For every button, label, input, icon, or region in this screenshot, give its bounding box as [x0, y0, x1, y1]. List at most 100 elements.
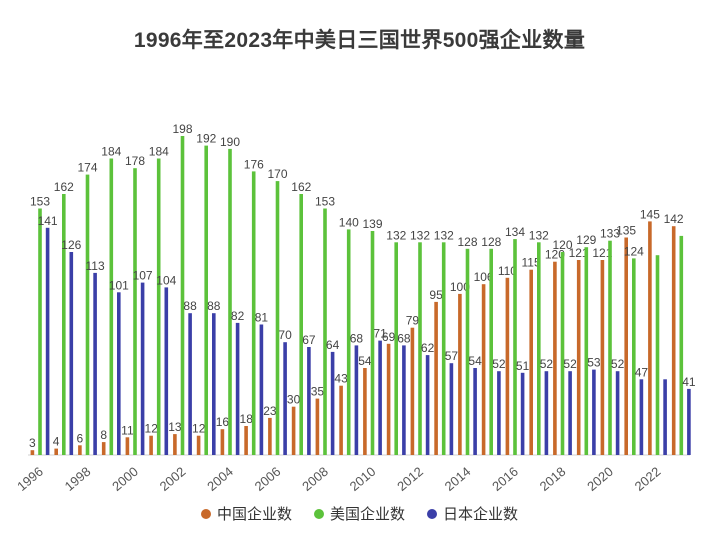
bar-china-1999[interactable] — [101, 442, 106, 455]
bar-usa-2013[interactable] — [441, 242, 446, 455]
bar-usa-1998[interactable] — [85, 174, 90, 455]
bar-china-2018[interactable] — [553, 261, 557, 455]
bar-usa-1999[interactable] — [109, 158, 114, 456]
x-tick-label-1998: 1998 — [62, 464, 94, 494]
bar-japan-2016[interactable] — [520, 372, 525, 455]
bar-china-2002[interactable] — [173, 434, 177, 455]
bar-usa-2015[interactable] — [489, 248, 493, 455]
bar-china-2015[interactable] — [481, 284, 486, 455]
bar-japan-2023[interactable] — [687, 388, 691, 455]
bar-japan-2015[interactable] — [497, 371, 501, 455]
bar-china-2011[interactable] — [386, 343, 391, 455]
bar-japan-2006[interactable] — [283, 342, 287, 455]
bar-japan-2014[interactable] — [473, 368, 477, 455]
bar-japan-2004[interactable] — [235, 322, 240, 455]
bar-china-2008[interactable] — [315, 398, 320, 455]
bar-japan-1998[interactable] — [93, 272, 97, 455]
bar-usa-1997[interactable] — [62, 194, 66, 455]
bar-japan-2013[interactable] — [449, 363, 454, 455]
bar-usa-1996[interactable] — [38, 208, 42, 456]
bar-japan-2005[interactable] — [259, 324, 264, 456]
bar-china-2017[interactable] — [529, 269, 533, 455]
bar-japan-2012[interactable] — [425, 355, 430, 455]
bar-japan-2021[interactable] — [639, 379, 644, 455]
bar-usa-2014[interactable] — [465, 248, 470, 455]
bar-china-2016[interactable] — [505, 277, 510, 455]
value-label-usa-2017: 132 — [529, 228, 549, 242]
bar-china-2007[interactable] — [291, 406, 296, 455]
bar-usa-2009[interactable] — [346, 229, 351, 455]
value-label-japan-1999: 101 — [109, 278, 129, 292]
bar-usa-2019[interactable] — [584, 247, 589, 455]
bar-china-2021[interactable] — [624, 237, 628, 456]
bar-japan-2003[interactable] — [212, 313, 216, 455]
bar-japan-2009[interactable] — [354, 345, 359, 455]
bar-china-2000[interactable] — [125, 437, 130, 455]
bar-china-2004[interactable] — [220, 429, 225, 455]
bar-japan-1997[interactable] — [69, 252, 74, 455]
value-label-usa-2020: 133 — [600, 227, 620, 241]
bar-usa-2000[interactable] — [133, 168, 137, 455]
value-label-china-2014: 100 — [450, 280, 470, 294]
bar-usa-2022[interactable] — [655, 255, 660, 455]
bar-japan-2019[interactable] — [592, 369, 596, 455]
bar-china-2013[interactable] — [434, 301, 438, 455]
bar-usa-2008[interactable] — [323, 208, 327, 456]
bar-china-2001[interactable] — [149, 435, 153, 455]
value-label-japan-2002: 88 — [183, 299, 197, 313]
bar-china-2023[interactable] — [671, 226, 676, 455]
bar-japan-1999[interactable] — [117, 292, 121, 455]
value-label-japan-2009: 68 — [350, 331, 364, 345]
bar-japan-2002[interactable] — [188, 313, 192, 455]
bar-usa-2023[interactable] — [679, 235, 684, 455]
bar-usa-2004[interactable] — [228, 148, 232, 455]
bar-china-1996[interactable] — [30, 450, 35, 455]
bar-japan-2008[interactable] — [330, 351, 335, 455]
x-tick-label-2014: 2014 — [442, 464, 474, 494]
bar-japan-2000[interactable] — [140, 282, 145, 455]
value-label-china-2013: 95 — [429, 288, 443, 302]
bar-japan-2007[interactable] — [307, 347, 311, 455]
legend-item-china[interactable]: 中国企业数 — [200, 503, 292, 524]
bar-usa-2018[interactable] — [560, 252, 565, 455]
bar-japan-2020[interactable] — [615, 371, 620, 455]
bar-usa-2021[interactable] — [632, 258, 636, 455]
bar-usa-2011[interactable] — [394, 242, 398, 455]
bar-japan-2017[interactable] — [544, 371, 549, 455]
bar-japan-2018[interactable] — [568, 371, 572, 455]
bar-china-2009[interactable] — [339, 385, 343, 455]
bar-usa-2010[interactable] — [370, 231, 375, 455]
value-label-usa-2013: 132 — [434, 228, 454, 242]
legend-label-china: 中国企业数 — [216, 506, 292, 523]
bar-usa-2012[interactable] — [418, 242, 422, 455]
bar-china-2012[interactable] — [410, 327, 415, 455]
bar-japan-1996[interactable] — [45, 227, 50, 455]
bar-japan-2022[interactable] — [663, 379, 667, 455]
bar-china-2003[interactable] — [196, 435, 201, 455]
bar-china-2022[interactable] — [648, 221, 652, 455]
bar-china-1997[interactable] — [54, 448, 58, 455]
bar-china-2014[interactable] — [458, 293, 462, 455]
bar-japan-2010[interactable] — [378, 340, 382, 455]
bar-china-2010[interactable] — [363, 368, 367, 455]
bar-usa-2001[interactable] — [156, 158, 161, 456]
bar-china-2005[interactable] — [244, 426, 248, 455]
bar-usa-2017[interactable] — [537, 242, 541, 455]
bar-usa-2002[interactable] — [180, 136, 185, 455]
bar-china-2006[interactable] — [268, 417, 272, 455]
value-label-japan-2003: 88 — [207, 299, 221, 313]
bar-china-2019[interactable] — [576, 260, 581, 455]
bar-usa-2005[interactable] — [251, 171, 256, 455]
legend-item-japan[interactable]: 日本企业数 — [427, 503, 518, 524]
bar-usa-2007[interactable] — [299, 194, 303, 455]
bar-china-2020[interactable] — [600, 260, 605, 455]
bar-japan-2011[interactable] — [402, 345, 406, 455]
bar-japan-2001[interactable] — [164, 287, 169, 455]
x-tick-label-2006: 2006 — [252, 464, 284, 494]
bar-usa-2020[interactable] — [608, 240, 612, 455]
bar-usa-2006[interactable] — [275, 181, 280, 455]
legend-item-usa[interactable]: 美国企业数 — [313, 503, 405, 524]
bar-usa-2016[interactable] — [513, 239, 517, 455]
bar-usa-2003[interactable] — [204, 145, 208, 455]
bar-china-1998[interactable] — [78, 445, 82, 455]
